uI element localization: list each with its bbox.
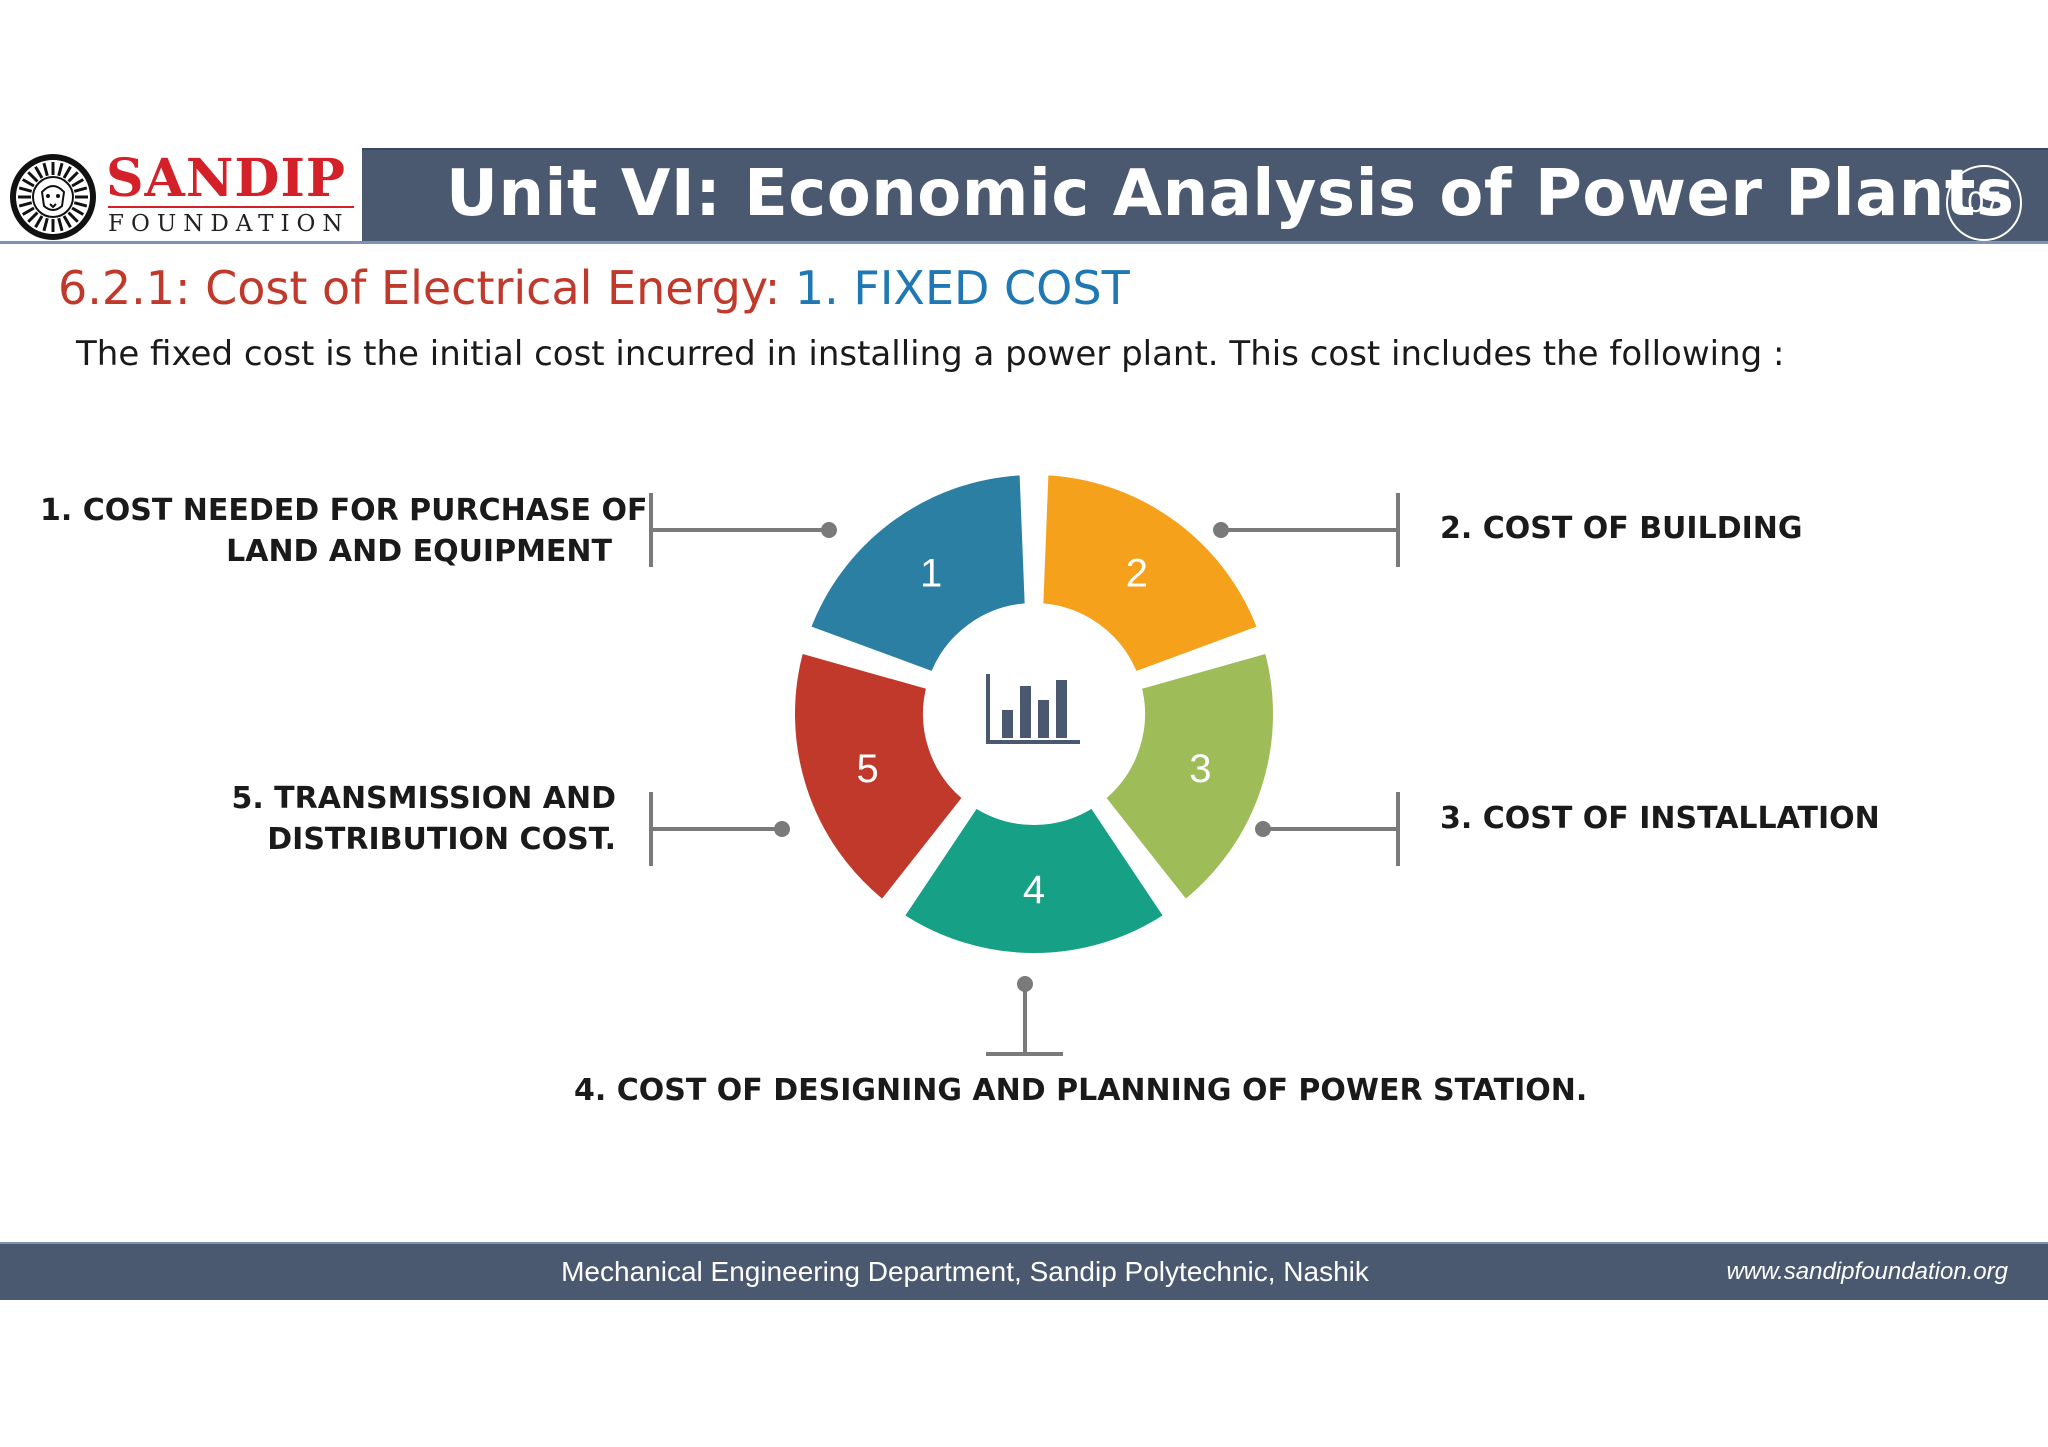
cost-label-1: 1. COST NEEDED FOR PURCHASE OF LAND AND …: [40, 490, 648, 572]
section-heading-prefix: 6.2.1: Cost of Electrical Energy:: [58, 261, 781, 315]
section-heading-highlight: 1. FIXED COST: [794, 261, 1130, 315]
cost-label-4: 4. COST OF DESIGNING AND PLANNING OF POW…: [574, 1070, 1587, 1111]
segment-number-5: 5: [856, 747, 878, 791]
page-title: Unit VI: Economic Analysis of Power Plan…: [446, 157, 2015, 231]
logo-divider: [108, 206, 354, 208]
footer-website-link[interactable]: www.sandipfoundation.org: [1726, 1258, 2008, 1285]
segment-number-1: 1: [920, 551, 942, 595]
connector-dot-4: [1017, 976, 1033, 992]
section-heading: 6.2.1: Cost of Electrical Energy: 1. FIX…: [58, 256, 1130, 320]
donut-segments: 1 2 3 4 5: [785, 464, 1283, 963]
connector-lines: [649, 493, 1400, 1056]
bar-chart-icon: [986, 674, 1080, 744]
connector-dot-2: [1213, 522, 1229, 538]
cost-label-4-line-1: 4. COST OF DESIGNING AND PLANNING OF POW…: [574, 1073, 1588, 1108]
connector-dot-1: [821, 522, 837, 538]
logo-name: SANDIP: [106, 148, 346, 209]
cost-label-1-line-1: 1. COST NEEDED FOR PURCHASE OF: [40, 493, 648, 528]
donut-segment-2: [1032, 464, 1270, 684]
cost-label-5: 5. TRANSMISSION AND DISTRIBUTION COST.: [110, 778, 616, 860]
donut-segment-5: [785, 641, 976, 913]
segment-number-3: 3: [1189, 747, 1211, 791]
footer-department: Mechanical Engineering Department, Sandi…: [561, 1256, 1369, 1287]
segment-number-4: 4: [1023, 868, 1045, 912]
segment-number-2: 2: [1126, 551, 1148, 595]
cost-label-3: 3. COST OF INSTALLATION: [1440, 798, 1880, 839]
cost-label-5-line-1: 5. TRANSMISSION AND: [231, 781, 616, 816]
connector-dot-3: [1255, 821, 1271, 837]
connector-dot-5: [774, 821, 790, 837]
intro-text: The fixed cost is the initial cost incur…: [76, 334, 1785, 374]
donut-segment-1: [798, 464, 1036, 684]
cost-label-2-line-1: 2. COST OF BUILDING: [1440, 511, 1803, 546]
page-number-badge: 07: [1946, 165, 2022, 241]
cost-label-1-line-2: LAND AND EQUIPMENT: [226, 534, 612, 569]
footer-bar: [0, 1242, 2048, 1300]
cost-label-2: 2. COST OF BUILDING: [1440, 508, 1803, 549]
header-bar: [362, 148, 2048, 244]
donut-segment-3: [1092, 641, 1283, 913]
cost-label-3-line-1: 3. COST OF INSTALLATION: [1440, 801, 1880, 836]
logo-subtitle: FOUNDATION: [108, 211, 350, 237]
donut-segment-4: [891, 795, 1177, 963]
lion-seal-icon: [10, 154, 96, 240]
cost-label-5-line-2: DISTRIBUTION COST.: [267, 822, 616, 857]
